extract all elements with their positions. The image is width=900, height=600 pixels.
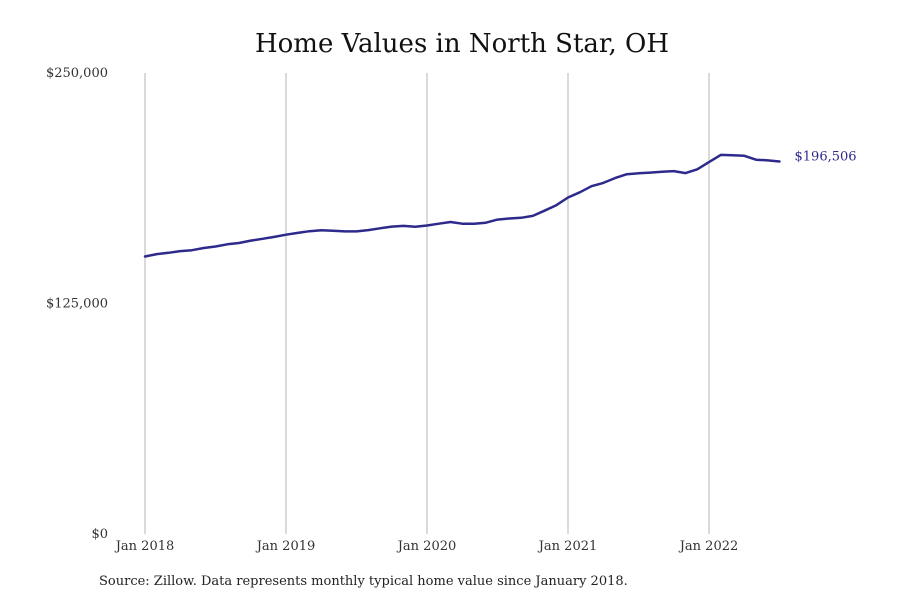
last-value-label: $196,506	[795, 150, 857, 165]
chart-title: Home Values in North Star, OH	[255, 29, 669, 59]
y-axis-ticks: $0 $125,000 $250,000	[46, 66, 108, 542]
x-tick-label: Jan 2019	[255, 539, 316, 554]
home-value-line	[143, 153, 781, 258]
y-tick-label: $125,000	[46, 297, 108, 312]
y-tick-label: $250,000	[46, 66, 108, 81]
x-tick-label: Jan 2021	[537, 539, 598, 554]
x-tick-label: Jan 2018	[114, 539, 175, 554]
source-note: Source: Zillow. Data represents monthly …	[99, 574, 628, 589]
x-axis-ticks: Jan 2018 Jan 2019 Jan 2020 Jan 2021 Jan 2022	[114, 539, 739, 554]
x-tick-label: Jan 2020	[396, 539, 457, 554]
vertical-gridlines	[144, 73, 710, 534]
y-tick-label: $0	[91, 527, 108, 542]
x-tick-label: Jan 2022	[678, 539, 739, 554]
